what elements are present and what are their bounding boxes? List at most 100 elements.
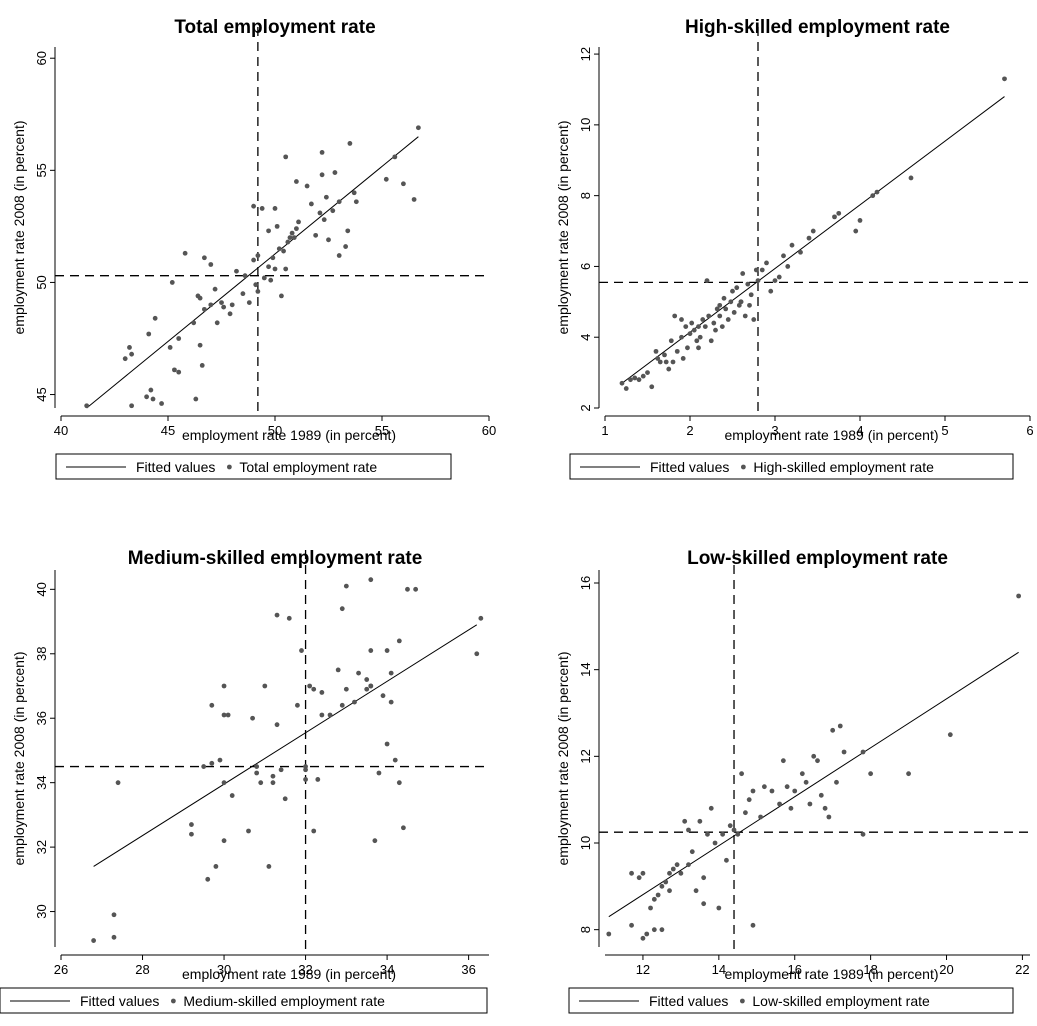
data-point [201,306,207,312]
y-tick-label: 4 [578,334,593,341]
data-point [176,369,182,375]
data-point [745,281,751,287]
x-tick-label: 32 [298,962,312,977]
data-point [651,927,657,933]
data-point [115,780,121,786]
data-point [799,771,805,777]
data-point [759,267,765,273]
data-point [396,780,402,786]
data-point [644,931,650,937]
legend: Fitted values Low-skilled employment rate [568,987,1014,1014]
x-tick-label: 55 [375,423,389,438]
data-point [261,275,267,281]
y-tick-label: 10 [578,836,593,850]
data-point [197,342,203,348]
x-tick-label: 34 [380,962,394,977]
chart-title: Low-skilled employment rate [687,548,948,569]
y-tick-label: 50 [34,275,49,289]
data-point [229,793,235,798]
data-point [768,288,774,294]
data-point [857,218,863,223]
data-point [343,244,349,249]
y-tick-label: 34 [34,775,49,789]
data-point [167,345,173,350]
data-point [246,300,252,306]
data-point [253,282,259,288]
data-point [368,648,374,653]
data-point [667,870,672,876]
data-point [648,905,653,911]
data-point [364,677,370,682]
data-point [474,651,480,657]
data-point [728,299,734,305]
data-point [319,172,325,178]
data-point [199,362,205,368]
data-point [339,702,345,708]
data-point [225,712,231,718]
data-point [623,386,629,391]
x-tick-label: 4 [856,423,863,438]
data-point [401,181,406,187]
data-point [663,879,669,885]
legend: Fitted values Medium-skilled employment r… [0,987,488,1014]
data-point [689,320,695,326]
data-point [667,888,672,894]
x-axis-label: employment rate 1989 (in percent) [182,966,396,982]
data-point [376,770,382,776]
legend-dot-swatch [226,464,232,470]
data-point [874,189,880,195]
data-point [352,699,357,705]
data-point [217,757,223,763]
data-point [755,278,761,283]
x-tick-label: 50 [268,423,282,438]
data-point [735,831,741,837]
legend-label: Fitted values [650,459,729,475]
data-point [278,767,284,773]
data-point [750,922,756,928]
legend-label: Fitted values [136,459,215,475]
legend-label: High-skilled employment rate [753,459,934,475]
data-point [189,831,194,837]
data-point [837,723,843,729]
data-point [751,317,757,322]
data-point [351,190,357,196]
data-point [299,648,304,653]
data-point [702,324,708,329]
data-point [853,228,859,234]
data-point [724,857,729,863]
y-tick-label: 16 [578,576,593,590]
data-point [364,686,370,692]
data-point [294,226,299,232]
data-point [717,302,723,308]
data-point [268,277,274,283]
y-tick-label: 32 [34,840,49,854]
data-point [730,288,735,294]
x-tick-label: 45 [161,423,175,438]
data-point [830,727,836,733]
data-point [860,831,866,837]
data-point [723,306,729,312]
data-point [380,693,386,699]
x-tick-label: 22 [1015,962,1029,977]
data-point [336,253,342,258]
data-point [291,235,297,240]
data-point [619,380,625,386]
data-point [1016,593,1022,599]
legend-dot-swatch [739,998,745,1004]
data-point [212,286,218,292]
data-point [152,315,158,321]
data-point [747,302,752,308]
data-point [274,223,280,229]
legend: Fitted values High-skilled employment rat… [569,453,1014,480]
legend-box [0,987,488,1014]
data-point [266,264,271,270]
x-tick-label: 1 [601,423,608,438]
data-point [219,300,224,306]
data-point [251,257,256,263]
data-point [803,779,809,785]
y-tick-label: 2 [578,404,593,411]
y-tick-label: 8 [578,192,593,199]
data-point [708,805,714,811]
data-point [700,317,706,322]
